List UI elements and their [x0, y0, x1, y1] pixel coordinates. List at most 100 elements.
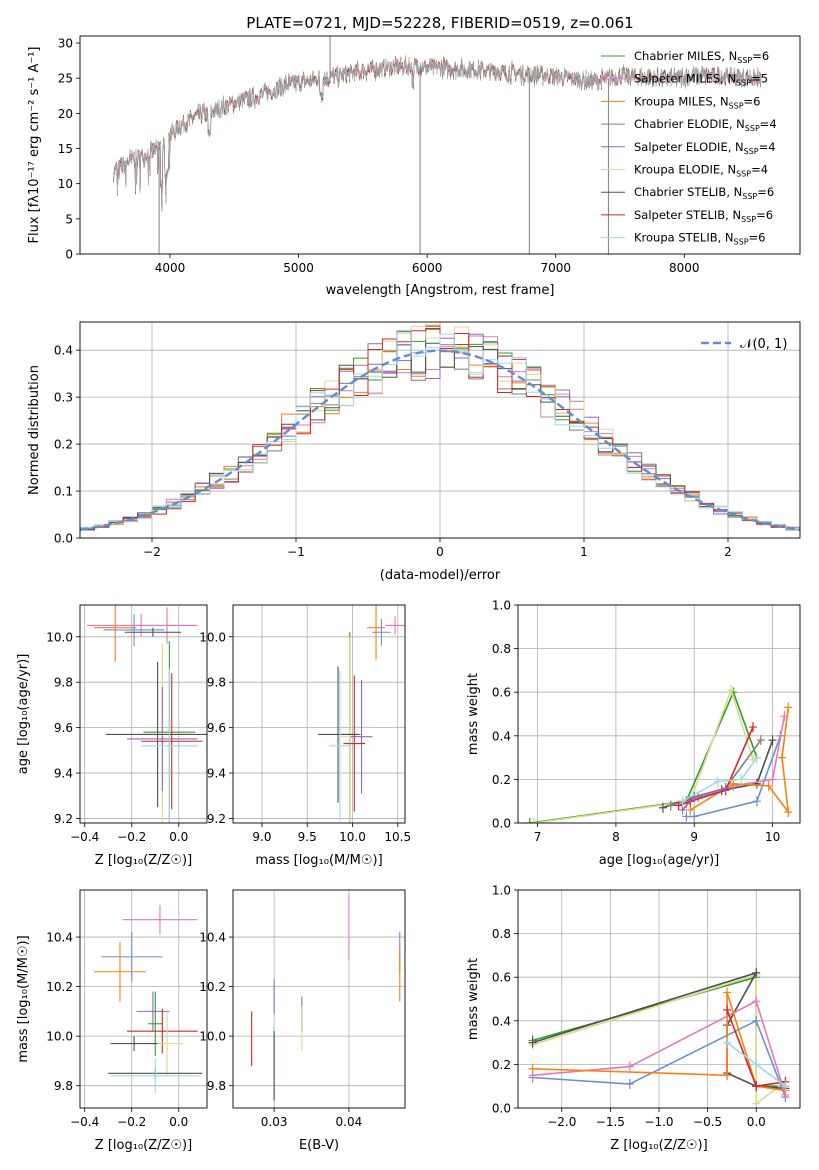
weight-point [784, 702, 793, 713]
y-tick-label: 9.6 [54, 721, 73, 735]
y-tick-label: 9.8 [54, 1079, 73, 1093]
y-tick-label: 15 [58, 142, 73, 156]
x-axis-label: wavelength [Angstrom, rest frame] [326, 283, 555, 298]
weight-point [625, 1061, 634, 1072]
weight-point [723, 1037, 732, 1048]
x-axis-label: E(B-V) [299, 1138, 339, 1153]
x-tick-label: −1 [287, 545, 305, 559]
error-bar [148, 991, 163, 1056]
weight-point [658, 802, 667, 813]
weight-point [752, 1081, 761, 1092]
y-tick-label: 9.8 [207, 676, 226, 690]
weight-point [768, 735, 777, 746]
weight-point [752, 752, 761, 763]
y-tick-label: 9.4 [54, 767, 73, 781]
y-tick-label: 9.2 [207, 812, 226, 826]
x-tick-label: 9 [690, 830, 698, 844]
weight-point [752, 967, 761, 978]
legend-entry: Chabrier ELODIE, NSSP=4 [634, 117, 777, 133]
weight-point [723, 1070, 732, 1081]
y-tick-label: 9.8 [54, 676, 73, 690]
weight-point [756, 735, 765, 746]
y-tick-label: 10.0 [199, 1030, 226, 1044]
y-tick-label: 0.4 [492, 729, 511, 743]
weight-point [528, 1037, 537, 1048]
weight-point [777, 752, 786, 763]
weight-point [752, 1098, 761, 1108]
plot-frame [79, 35, 801, 255]
x-axis-label: mass [log₁₀(M/M☉)] [255, 853, 382, 868]
y-tick-label: 10.0 [46, 1030, 73, 1044]
weight-point [727, 685, 736, 696]
error-bar [124, 627, 182, 637]
weight-point [529, 818, 538, 823]
legend-entry: Salpeter STELIB, NSSP=6 [634, 208, 773, 224]
error-bar [136, 607, 198, 644]
x-tick-label: −1.0 [644, 1115, 673, 1129]
y-tick-label: 0.0 [54, 532, 73, 546]
spectrum-panel: 4000 5000 6000 7000 8000 0 5 10 15 20 25 30 PLATE=07… [27, 14, 801, 298]
y-axis-label: mass weight [466, 673, 481, 755]
plot-frame [79, 604, 208, 824]
x-tick-label: 1 [580, 545, 588, 559]
error-bar [110, 1036, 158, 1052]
weight-series [533, 687, 754, 823]
y-tick-label: 9.6 [207, 721, 226, 735]
plot-frame [517, 889, 801, 1109]
x-tick-label: 7000 [540, 261, 571, 275]
y-tick-label: 0.2 [492, 773, 511, 787]
x-tick-label: 8000 [669, 261, 700, 275]
x-tick-label: 0.04 [336, 1115, 363, 1129]
y-tick-label: 20 [58, 107, 73, 121]
x-tick-label: −1.5 [596, 1115, 625, 1129]
y-tick-label: 0.6 [492, 686, 511, 700]
x-tick-label: 10 [765, 830, 780, 844]
weight-point [749, 722, 757, 733]
mass-vs-extinction-panel: 0.03 0.04 9.8 10.0 10.2 10.4 E(B-V) [199, 889, 406, 1153]
mass-vs-metallicity-panel: −0.4 −0.2 0.0 9.8 10.0 10.2 10.4 Z [log₁₀(Z/Z☉)… [16, 889, 208, 1153]
weight-point [625, 1079, 634, 1090]
x-tick-label: −0.2 [117, 1115, 146, 1129]
plot-frame [79, 321, 801, 539]
x-axis-label: Z [log₁₀(Z/Z☉)] [95, 1138, 192, 1153]
y-tick-label: 10.4 [46, 931, 73, 945]
x-tick-label: −0.5 [693, 1115, 722, 1129]
plot-frame [517, 604, 801, 824]
x-tick-label: 0.0 [169, 830, 188, 844]
x-tick-label: −0.4 [70, 830, 99, 844]
error-bar [141, 673, 203, 810]
y-tick-label: 30 [58, 37, 73, 51]
x-tick-label: −2 [143, 545, 161, 559]
weight-point [768, 774, 777, 785]
weight-point [781, 1081, 790, 1092]
weight-series [532, 1019, 787, 1098]
x-axis-label: Z [log₁₀(Z/Z☉)] [95, 853, 192, 868]
y-tick-label: 0.8 [492, 927, 511, 941]
weight-point [752, 778, 761, 789]
y-tick-label: 1.0 [492, 599, 511, 613]
age-vs-metallicity-panel: −0.4 −0.2 0.0 9.2 9.4 9.6 9.8 10.0 Z [log₁₀(Z/Z☉… [16, 604, 208, 868]
x-tick-label: 5000 [283, 261, 314, 275]
weight-point [764, 780, 773, 791]
y-tick-label: 10.4 [199, 931, 226, 945]
error-bar [105, 661, 207, 808]
weight-point [678, 796, 687, 807]
weight-vs-age-panel: 7 8 9 10 0.0 0.2 0.4 0.6 0.8 1.0 age [log₁₀(age/yr… [466, 599, 801, 868]
x-tick-label: 4000 [155, 261, 186, 275]
plot-frame [232, 889, 406, 1109]
y-tick-label: 25 [58, 72, 73, 86]
weight-point [752, 1059, 761, 1070]
y-tick-label: 0.4 [492, 1014, 511, 1028]
weight-point [752, 796, 761, 807]
weight-point [678, 804, 687, 815]
x-tick-label: 0.03 [261, 1115, 288, 1129]
y-axis-label: Flux [fλ10⁻¹⁷ erg cm⁻² s⁻¹ A⁻¹] [27, 47, 42, 244]
age-vs-mass-panel: 9.0 9.5 10.0 10.5 9.2 9.4 9.6 9.8 10.0 mass [log₁… [199, 604, 411, 868]
x-tick-label: 6000 [412, 261, 443, 275]
x-tick-label: 0.0 [747, 1115, 766, 1129]
error-bar [94, 605, 137, 662]
error-bar [343, 675, 366, 812]
weight-point [525, 818, 534, 823]
error-bar [122, 904, 198, 935]
